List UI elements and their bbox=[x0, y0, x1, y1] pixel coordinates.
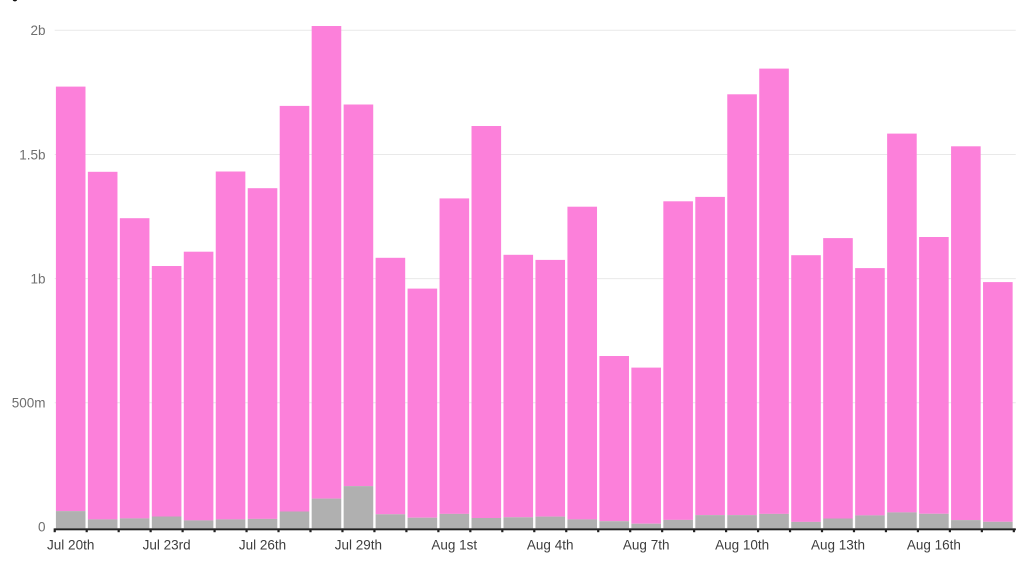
svg-text:Aug 1st: Aug 1st bbox=[431, 538, 477, 553]
svg-text:500m: 500m bbox=[12, 396, 46, 411]
svg-text:Jul 29th: Jul 29th bbox=[335, 538, 382, 553]
svg-text:Aug 16th: Aug 16th bbox=[907, 538, 961, 553]
svg-text:Jul 26th: Jul 26th bbox=[239, 538, 286, 553]
svg-text:1.5b: 1.5b bbox=[19, 147, 45, 162]
svg-text:Jul 23rd: Jul 23rd bbox=[143, 538, 191, 553]
svg-text:Aug 10th: Aug 10th bbox=[715, 538, 769, 553]
svg-text:2b: 2b bbox=[30, 23, 45, 38]
svg-text:0: 0 bbox=[38, 520, 46, 535]
svg-text:Aug 7th: Aug 7th bbox=[623, 538, 670, 553]
svg-text:Aug 4th: Aug 4th bbox=[527, 538, 574, 553]
svg-text:1b: 1b bbox=[30, 271, 45, 286]
svg-text:Jul 20th: Jul 20th bbox=[47, 538, 94, 553]
svg-text:Aug 13th: Aug 13th bbox=[811, 538, 865, 553]
